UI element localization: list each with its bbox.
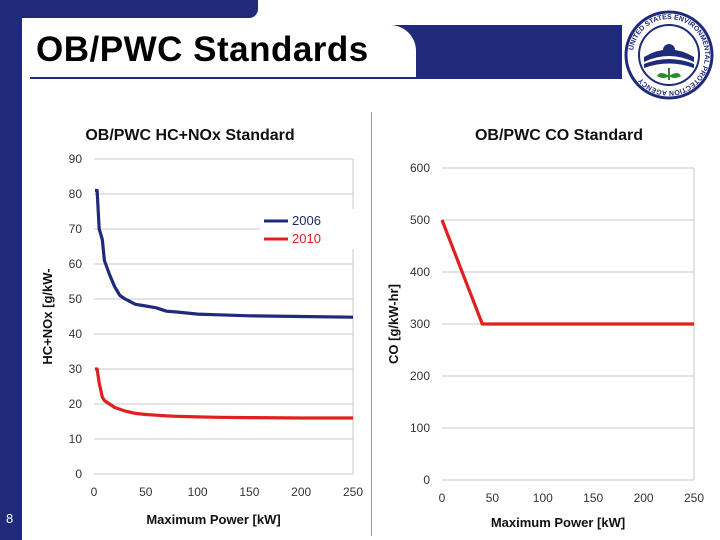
slide-number: 8: [6, 511, 14, 526]
chart-divider: [371, 112, 372, 536]
y-axis-label: CO [g/kW-hr]: [386, 284, 401, 364]
y-tick-label: 300: [410, 317, 430, 331]
x-tick-label: 0: [91, 485, 98, 499]
x-tick-label: 100: [188, 485, 208, 499]
legend-entry: 2010: [292, 231, 321, 246]
y-tick-label: 500: [410, 213, 430, 227]
x-tick-label: 200: [634, 491, 654, 505]
y-tick-label: 10: [69, 432, 83, 446]
y-tick-label: 400: [410, 265, 430, 279]
chart-title: OB/PWC HC+NOx Standard: [85, 127, 294, 144]
x-axis-label: Maximum Power [kW]: [146, 512, 280, 527]
page-title: OB/PWC Standards: [36, 30, 369, 69]
series-line-2006: [95, 188, 354, 319]
epa-logo: UNITED STATES ENVIRONMENTAL PROTECTION A…: [624, 10, 714, 100]
header-accent-bar: [0, 0, 258, 18]
chart-title: OB/PWC CO Standard: [475, 127, 643, 144]
y-tick-label: 60: [69, 257, 83, 271]
legend-box: [260, 209, 356, 249]
y-tick-label: 20: [69, 397, 83, 411]
x-tick-label: 200: [291, 485, 311, 499]
y-tick-label: 80: [69, 187, 83, 201]
legend-entry: 2006: [292, 213, 321, 228]
x-tick-label: 150: [583, 491, 603, 505]
left-accent-strip: [0, 18, 22, 540]
left-strip-gap: [22, 77, 30, 540]
x-tick-label: 50: [139, 485, 153, 499]
x-tick-label: 50: [486, 491, 500, 505]
series-line-2010: [95, 367, 353, 420]
title-white-panel: [22, 25, 416, 77]
hc-nox-chart: OB/PWC HC+NOx Standard 0 10 20 30 40 50 60 70 80 9…: [40, 127, 363, 527]
y-tick-label: 30: [69, 362, 83, 376]
y-tick-label: 100: [410, 421, 430, 435]
x-tick-label: 100: [533, 491, 553, 505]
y-tick-label: 200: [410, 369, 430, 383]
y-tick-label: 600: [410, 161, 430, 175]
x-tick-label: 250: [684, 491, 704, 505]
y-tick-label: 0: [75, 467, 82, 481]
y-tick-label: 40: [69, 327, 83, 341]
x-axis-label: Maximum Power [kW]: [491, 515, 625, 530]
y-tick-label: 0: [423, 473, 430, 487]
y-tick-label: 70: [69, 222, 83, 236]
y-tick-label: 90: [69, 152, 83, 166]
co-chart: OB/PWC CO Standard 0 100 200 300 400 500 600 0 50…: [386, 127, 704, 530]
x-tick-label: 150: [239, 485, 259, 499]
series-line-co: [440, 219, 694, 326]
x-tick-label: 250: [343, 485, 363, 499]
y-tick-label: 50: [69, 292, 83, 306]
y-axis-label: HC+NOx [g/kW-: [40, 268, 55, 364]
x-tick-label: 0: [439, 491, 446, 505]
